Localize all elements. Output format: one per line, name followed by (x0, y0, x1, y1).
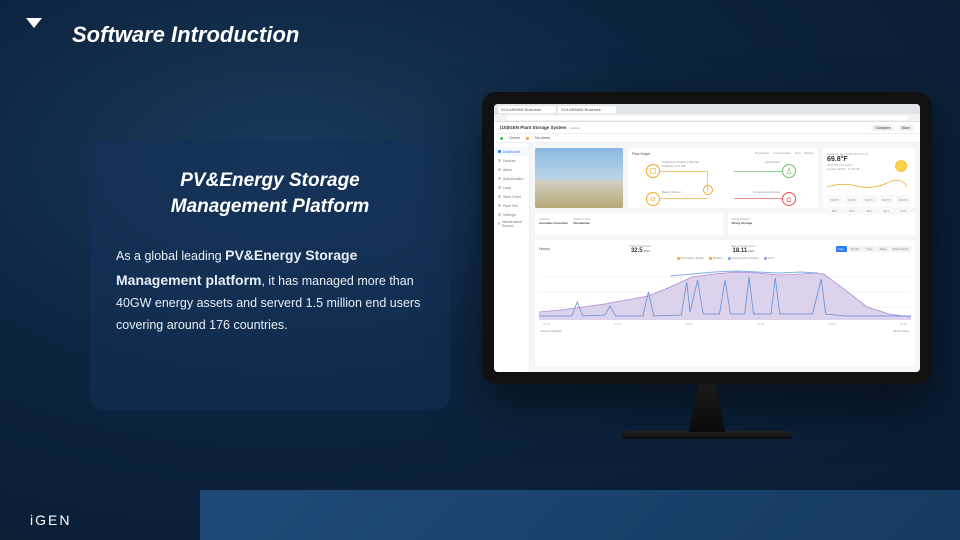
history-chart-panel: History Daily Production 32.5 kWh Daily … (535, 240, 915, 367)
dashboard-main: Flow Graph Production Consumption Grid B… (530, 143, 920, 372)
slide-title: Software Introduction (72, 22, 299, 48)
browser-tabs: SOLARMAN Business SOLARMAN Business (494, 104, 920, 114)
dashboard-icon (498, 150, 501, 153)
info-card: PV&Energy Storage Management Platform As… (90, 140, 450, 410)
nav-alerts[interactable]: Alerts (494, 165, 529, 174)
grid-node-icon (782, 164, 796, 178)
nav-maintenance[interactable]: Maintenance Record (494, 219, 529, 228)
lang-icon (498, 186, 501, 189)
brand-logo: iGEN (30, 512, 71, 528)
url-input[interactable] (506, 116, 908, 120)
range-year[interactable]: Year (863, 246, 875, 252)
status-bar: Online No alerts (494, 134, 920, 143)
card-heading-l1: PV&Energy Storage (180, 170, 360, 191)
history-chart (539, 262, 911, 322)
alerts-icon (498, 168, 501, 171)
product-name: (15)IGEN Plant Storage System (500, 125, 567, 130)
chart-x-axis: 00:00 04:00 08:00 12:00 16:00 20:00 (539, 322, 911, 326)
side-nav: Dashboard Devices Alerts Authorization L… (494, 143, 530, 372)
forecast-grid: 69.8°F 64.4°F 64.4°F 68.0°F 68.0°F 55.4 … (827, 195, 911, 215)
chart-legend: Production Power Battery Consumption Pow… (539, 256, 911, 260)
string-info-panel: String DesignString Storage (728, 213, 916, 235)
nav-lang[interactable]: Lang (494, 183, 529, 192)
work-order-link[interactable]: Work Order (894, 329, 909, 333)
alert-dot-icon (526, 137, 529, 140)
bottom-accent-bar (200, 490, 960, 540)
range-day[interactable]: Day (836, 246, 847, 252)
flow-tab[interactable]: Battery (804, 151, 814, 155)
weather-panel: Updated: Oct 13:54:00 UTC+8 69.8°F 68.0°… (823, 148, 915, 208)
card-body: As a global leading PV&Energy Storage Ma… (116, 243, 424, 337)
chart-title: History (539, 247, 550, 251)
center-node-icon (703, 185, 713, 195)
battery-node-icon (646, 192, 660, 206)
browser-tab[interactable]: SOLARMAN Business (558, 106, 616, 113)
production-node-icon (646, 164, 660, 178)
site-photo-panel (535, 148, 623, 208)
nav-workorder[interactable]: Work Order (494, 192, 529, 201)
daily-production: 32.5 (631, 248, 643, 254)
more-button[interactable]: More (898, 125, 914, 131)
maintenance-icon (498, 222, 500, 225)
nav-auth[interactable]: Authorization (494, 174, 529, 183)
range-month[interactable]: Month (848, 246, 862, 252)
nav-dashboard[interactable]: Dashboard (494, 147, 529, 156)
browser-url-bar (494, 114, 920, 122)
sun-icon (895, 160, 907, 172)
nav-plantinfo[interactable]: Plant Info (494, 201, 529, 210)
devices-icon (498, 159, 501, 162)
monitor-stand (677, 384, 737, 432)
nav-devices[interactable]: Devices (494, 156, 529, 165)
compare-button[interactable]: Compare (871, 125, 894, 131)
monitor-bezel: SOLARMAN Business SOLARMAN Business (15)… (482, 92, 932, 384)
monitor-base (622, 431, 792, 439)
flow-tab[interactable]: Grid (795, 151, 801, 155)
monitor-mockup: SOLARMAN Business SOLARMAN Business (15)… (482, 92, 932, 439)
app-header: (15)IGEN Plant Storage System online Com… (494, 122, 920, 134)
range-total[interactable]: Total (876, 246, 888, 252)
energy-flow-panel: Flow Graph Production Consumption Grid B… (628, 148, 818, 208)
browser-tab[interactable]: SOLARMAN Business (498, 106, 556, 113)
workorder-icon (498, 195, 501, 198)
settings-icon (498, 213, 501, 216)
info-icon (498, 204, 501, 207)
flow-tab[interactable]: Production (755, 151, 769, 155)
flow-tabs: Production Consumption Grid Battery (755, 151, 814, 155)
date-picker[interactable]: 2021-09-23 (890, 246, 911, 252)
card-heading-l2: Management Platform (171, 196, 369, 217)
weather-sparkline (827, 179, 907, 191)
consumption-node-icon (782, 192, 796, 206)
card-heading: PV&Energy Storage Management Platform (116, 168, 424, 219)
auth-icon (498, 177, 501, 180)
dashboard-screen: SOLARMAN Business SOLARMAN Business (15)… (494, 104, 920, 372)
power-mode-selector[interactable]: Power Mode(3) (541, 329, 562, 333)
flow-tab[interactable]: Consumption (773, 151, 791, 155)
daily-consumption: 18.11 (732, 248, 747, 254)
status-dot-icon (500, 137, 503, 140)
nav-settings[interactable]: Settings (494, 210, 529, 219)
slide-marker-icon (26, 18, 42, 28)
site-photo (535, 148, 623, 208)
site-info-panel: AddressAustralia Converted System TypeRe… (535, 213, 723, 235)
